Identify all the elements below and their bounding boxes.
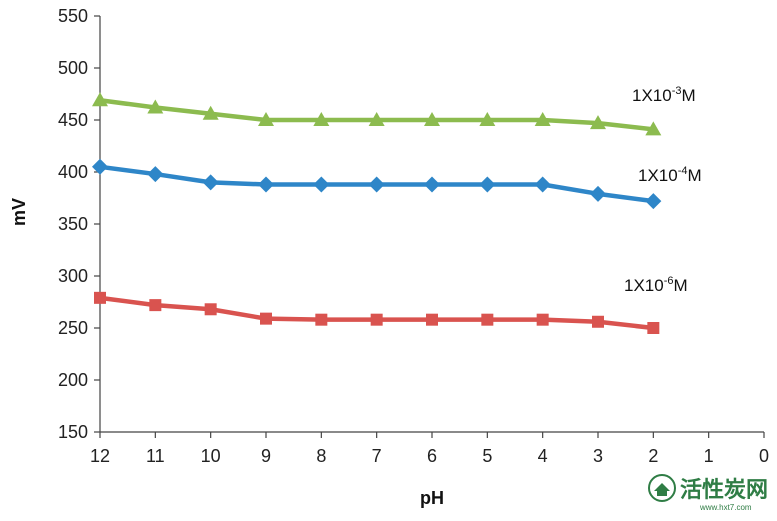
y-tick-label: 200 (58, 370, 88, 390)
data-point-triangle (202, 105, 219, 120)
y-tick-label: 300 (58, 266, 88, 286)
data-point-diamond (202, 174, 219, 191)
y-tick-label: 400 (58, 162, 88, 182)
series-label: 1X10-3M (632, 85, 696, 105)
data-point-square (536, 313, 549, 326)
data-point-square (481, 313, 494, 326)
data-point-diamond (424, 176, 440, 193)
series-2 (92, 158, 662, 210)
y-tick-label: 450 (58, 110, 88, 130)
y-axis-title: mV (9, 198, 29, 226)
y-tick-label: 350 (58, 214, 88, 234)
x-tick-label: 0 (759, 446, 769, 466)
data-point-triangle (424, 112, 440, 126)
watermark-title: 活性炭网 (680, 477, 768, 502)
series-label-base: 1X10 (638, 166, 678, 185)
data-point-diamond (92, 158, 108, 175)
y-tick-label: 550 (58, 6, 88, 26)
data-point-diamond (147, 166, 164, 183)
series-label-unit: M (673, 276, 687, 295)
data-point-diamond (479, 176, 496, 193)
x-tick-label: 10 (201, 446, 221, 466)
data-point-square (149, 299, 162, 312)
series-3 (94, 291, 660, 334)
y-tick-label: 500 (58, 58, 88, 78)
series-label-unit: M (681, 86, 695, 105)
data-point-triangle (147, 99, 164, 114)
data-point-diamond (368, 176, 385, 193)
series-label-exponent: -4 (678, 165, 688, 177)
data-point-diamond (590, 185, 606, 202)
x-tick-label: 8 (316, 446, 326, 466)
data-point-square (94, 291, 106, 304)
data-point-triangle (258, 112, 274, 126)
x-axis-title: pH (420, 488, 444, 508)
x-tick-label: 1 (704, 446, 714, 466)
data-point-square (592, 315, 604, 328)
data-point-square (204, 303, 217, 316)
data-point-diamond (645, 193, 662, 210)
data-point-diamond (258, 176, 274, 193)
series-1 (92, 92, 662, 136)
series-label-base: 1X10 (624, 276, 664, 295)
data-point-square (315, 313, 328, 326)
data-point-triangle (534, 112, 551, 126)
data-point-square (260, 312, 272, 325)
watermark-house-icon (654, 483, 670, 496)
watermark-subtitle: www.hxt7.com (699, 503, 752, 512)
series-label: 1X10-6M (624, 275, 688, 295)
series-label-unit: M (687, 166, 701, 185)
x-tick-label: 6 (427, 446, 437, 466)
x-tick-label: 4 (538, 446, 548, 466)
watermark-emblem-icon (648, 474, 676, 502)
data-point-triangle (479, 112, 496, 126)
x-tick-label: 11 (146, 446, 165, 466)
data-point-square (647, 322, 660, 334)
x-tick-label: 5 (482, 446, 492, 466)
x-tick-label: 12 (90, 446, 110, 466)
axes (94, 15, 765, 438)
x-tick-label: 7 (372, 446, 382, 466)
x-tick-label: 9 (261, 446, 271, 466)
data-point-square (370, 313, 383, 326)
x-tick-label: 2 (648, 446, 658, 466)
x-tick-label: 3 (593, 446, 603, 466)
series-label-exponent: -3 (672, 85, 682, 97)
y-tick-label: 150 (58, 422, 88, 442)
series-label: 1X10-4M (638, 165, 702, 185)
watermark-logo: 活性炭网 www.hxt7.com (648, 474, 768, 512)
data-point-triangle (313, 112, 330, 126)
series-label-exponent: -6 (664, 275, 674, 287)
data-point-triangle (92, 92, 108, 107)
data-point-triangle (368, 112, 385, 126)
y-tick-label: 250 (58, 318, 88, 338)
series-lines (92, 92, 662, 334)
data-point-square (426, 313, 438, 326)
data-point-triangle (645, 121, 662, 136)
series-label-base: 1X10 (632, 86, 672, 105)
data-point-diamond (313, 176, 330, 193)
data-point-triangle (590, 115, 606, 130)
data-point-diamond (534, 176, 551, 193)
